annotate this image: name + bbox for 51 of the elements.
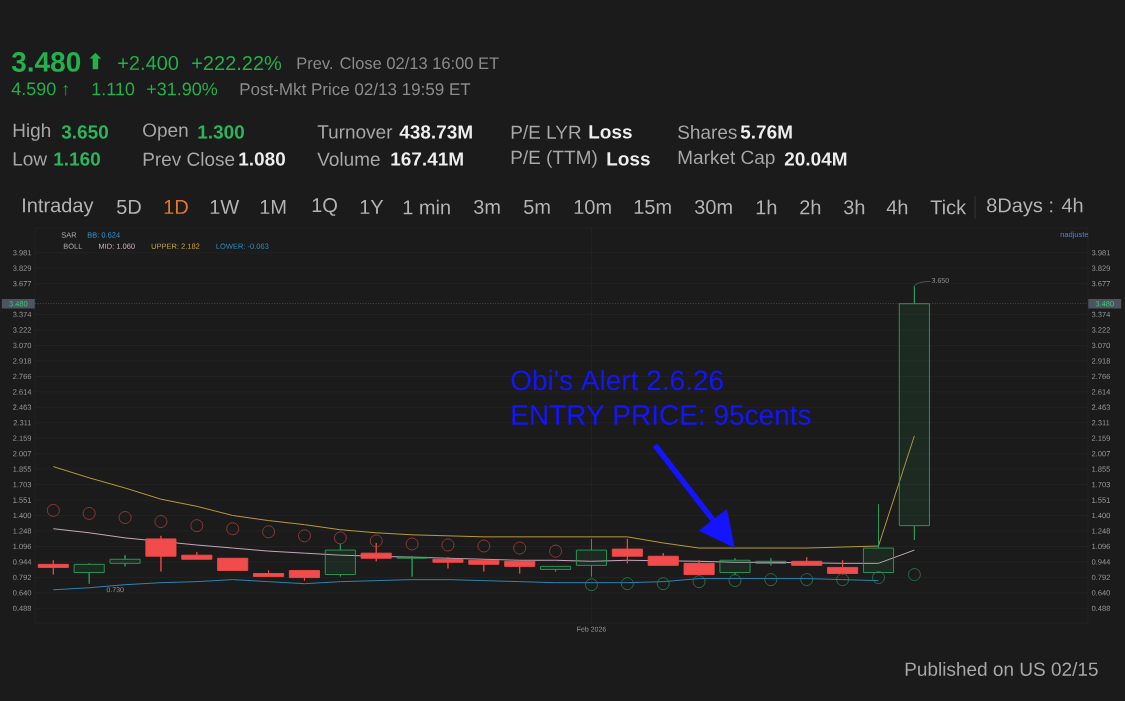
- text: ⬆: [89, 52, 102, 70]
- text: High: [13, 123, 51, 141]
- text: 1.300: [198, 125, 244, 139]
- text: 8Days : 4h: [987, 197, 1083, 217]
- text: Shares: [678, 125, 737, 139]
- text: 1.160: [54, 152, 100, 166]
- text: 3h: [843, 199, 865, 215]
- text: Published on US 02/15: [905, 662, 1098, 676]
- annotation: ENTRY PRICE: 95cents: [512, 405, 811, 425]
- text: Post-Mkt Price 02/13 19:59 ET: [240, 82, 471, 96]
- text: 1.110: [92, 82, 135, 96]
- text: Tick: [930, 199, 967, 215]
- text: Open: [143, 123, 188, 141]
- text: 3.650: [61, 125, 108, 139]
- text: 1Q: [312, 198, 337, 216]
- text: 1D: [164, 200, 188, 214]
- text: Turnover: [317, 125, 393, 139]
- text: 3.480: [11, 52, 81, 72]
- text: 4h: [886, 199, 908, 215]
- text: 167.41M: [391, 152, 463, 166]
- text: 30m: [694, 199, 732, 215]
- text: 1.080: [239, 152, 285, 166]
- annotation: Obi's Alert 2.6.26: [511, 369, 723, 391]
- text: 438.73M: [399, 125, 472, 139]
- text: 5m: [524, 200, 550, 214]
- text: Low: [13, 152, 48, 166]
- text: P/E (TTM): [511, 150, 597, 168]
- text: Prev Close: [143, 152, 235, 166]
- text: Loss: [607, 152, 650, 166]
- text: +31.90%: [147, 82, 218, 96]
- text: 15m: [634, 200, 671, 214]
- text: 1W: [210, 200, 240, 214]
- text: 2h: [800, 199, 821, 215]
- text: 10m: [574, 199, 611, 215]
- text: 5D: [117, 200, 141, 214]
- text: 20.04M: [784, 152, 847, 166]
- text: 1h: [756, 199, 777, 215]
- text: Prev. Close 02/13 16:00 ET: [297, 56, 499, 70]
- text: 4.590 ↑: [11, 82, 68, 96]
- text: Loss: [589, 125, 632, 139]
- text: 1 min: [403, 199, 450, 215]
- text: 1Y: [360, 200, 384, 214]
- text: +2.400: [118, 55, 179, 71]
- text: +222.22%: [192, 55, 282, 71]
- text: Intraday: [23, 197, 94, 217]
- text: P/E LYR: [511, 125, 581, 139]
- text: 1M: [260, 200, 286, 214]
- text: Market Cap: [678, 150, 775, 168]
- text: Volume: [317, 152, 380, 166]
- text: 3m: [473, 199, 500, 215]
- text: 5.76M: [740, 125, 792, 139]
